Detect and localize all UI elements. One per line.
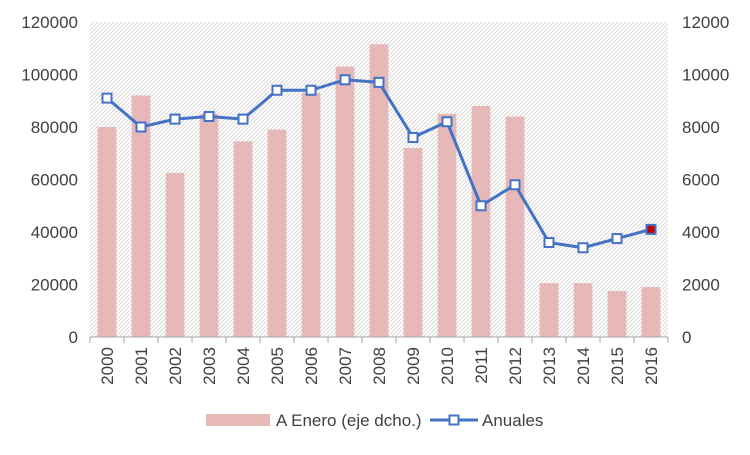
line-point-2013 (543, 237, 555, 248)
bar-2004 (233, 141, 253, 337)
bar-2010 (437, 113, 457, 337)
bar-2005 (267, 129, 287, 337)
x-tick-label: 2003 (200, 347, 219, 385)
y-right-tick-label: 2000 (682, 276, 720, 295)
bar-2001 (131, 95, 151, 337)
bar-2003 (199, 113, 219, 337)
legend-label-line: Anuales (482, 411, 543, 430)
y-right-tick-label: 6000 (682, 171, 720, 190)
line-point-2010 (441, 116, 453, 128)
x-tick-label: 2009 (404, 347, 423, 385)
y-right-tick-label: 4000 (682, 223, 720, 242)
x-tick-label: 2013 (540, 347, 559, 385)
x-tick-label: 2006 (302, 347, 321, 385)
bar-2015 (607, 291, 627, 337)
line-point-2008 (373, 76, 385, 88)
y-left-tick-label: 100000 (21, 66, 78, 85)
line-point-2005 (271, 84, 283, 96)
y-right-tick-label: 8000 (682, 118, 720, 137)
line-point-2000 (101, 92, 113, 104)
bar-2006 (301, 92, 321, 337)
line-point-2011 (475, 200, 487, 212)
x-tick-label: 2016 (642, 347, 661, 385)
bar-2012 (505, 116, 525, 337)
x-tick-label: 2010 (438, 347, 457, 385)
x-tick-label: 2015 (608, 347, 627, 385)
line-point-2001 (135, 121, 147, 133)
line-point-2016 (645, 223, 657, 235)
line-point-2014 (577, 242, 589, 254)
x-tick-label: 2002 (166, 347, 185, 385)
x-tick-label: 2000 (98, 347, 117, 385)
bar-2002 (165, 172, 185, 337)
legend-marker (448, 414, 460, 426)
line-point-2012 (509, 179, 521, 191)
x-tick-label: 2007 (336, 347, 355, 385)
x-tick-label: 2001 (132, 347, 151, 385)
line-point-2004 (237, 113, 249, 125)
x-tick-label: 2011 (472, 347, 491, 384)
y-right-tick-label: 0 (682, 328, 691, 347)
x-tick-label: 2004 (234, 347, 253, 385)
bar-2007 (335, 66, 355, 337)
y-left-tick-label: 0 (69, 328, 78, 347)
legend-label-bar: A Enero (eje dcho.) (276, 411, 422, 430)
line-point-2003 (203, 111, 215, 122)
y-right-tick-label: 10000 (682, 66, 729, 85)
line-point-2006 (305, 84, 317, 96)
line-point-2002 (169, 113, 181, 125)
y-left-tick-label: 80000 (31, 118, 78, 137)
bar-2000 (97, 127, 117, 337)
y-left-tick-label: 20000 (31, 276, 78, 295)
legend-swatch-bar (206, 414, 270, 426)
y-left-tick-label: 120000 (21, 13, 78, 32)
bar-2013 (539, 283, 559, 337)
line-point-2015 (611, 233, 623, 245)
bar-2008 (369, 44, 389, 337)
y-right-tick-label: 12000 (682, 13, 729, 32)
bar-2011 (471, 106, 491, 337)
x-tick-label: 2008 (370, 347, 389, 385)
line-point-2007 (339, 74, 351, 86)
bar-2014 (573, 283, 593, 337)
x-tick-label: 2012 (506, 347, 525, 385)
y-left-tick-label: 60000 (31, 171, 78, 190)
x-tick-label: 2014 (574, 347, 593, 385)
line-point-2009 (407, 132, 419, 143)
bar-2016 (641, 287, 661, 337)
x-tick-label: 2005 (268, 347, 287, 385)
bar-2009 (403, 148, 423, 337)
y-left-tick-label: 40000 (31, 223, 78, 242)
